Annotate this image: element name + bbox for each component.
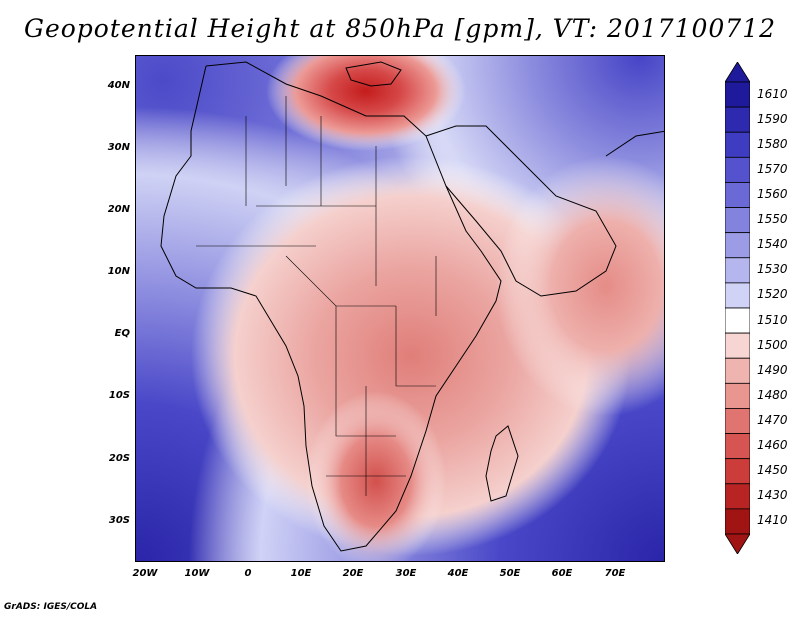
- country-borders: [196, 96, 437, 496]
- colorbar-label: 1610: [757, 86, 788, 101]
- y-tick-label: 10S: [108, 390, 130, 401]
- colorbar-label: 1590: [757, 111, 788, 126]
- map-title: Geopotential Height at 850hPa [gpm], VT:…: [23, 14, 777, 43]
- colorbar-swatch: [725, 458, 750, 485]
- colorbar-swatch: [725, 433, 750, 460]
- colorbar-label: 1460: [757, 438, 788, 453]
- x-tick-label: 20W: [132, 568, 158, 579]
- x-tick-label: 50E: [499, 568, 521, 579]
- colorbar-swatch: [725, 357, 750, 384]
- x-tick-label: 70E: [604, 568, 626, 579]
- colorbar-label: 1520: [757, 287, 788, 302]
- colorbar-swatch: [725, 508, 750, 535]
- colorbar-label: 1570: [757, 161, 788, 176]
- colorbar-label: 1510: [757, 312, 788, 327]
- map-plot-area: [135, 55, 665, 562]
- y-tick-label: 10N: [107, 266, 130, 277]
- colorbar-swatch: [725, 131, 750, 158]
- colorbar-bottom-arrow: [725, 533, 750, 554]
- colorbar-label: 1480: [757, 387, 788, 402]
- x-tick-label: 30E: [395, 568, 417, 579]
- y-tick-label: EQ: [114, 328, 130, 339]
- colorbar-label: 1490: [757, 362, 788, 377]
- colorbar-label: 1550: [757, 212, 788, 227]
- colorbar-swatch: [725, 408, 750, 434]
- x-tick-label: 0: [244, 568, 252, 579]
- colorbar-swatch: [725, 106, 750, 133]
- colorbar-swatch: [725, 282, 750, 309]
- coastline-outline: [160, 61, 664, 552]
- colorbar-label: 1580: [757, 136, 788, 151]
- credit-text: GrADS: IGES/COLA: [4, 602, 98, 612]
- colorbar-label: 1430: [757, 488, 788, 503]
- colorbar-label: 1410: [757, 513, 788, 528]
- y-tick-label: 20N: [107, 204, 130, 215]
- geopotential-field: [136, 56, 664, 561]
- colorbar: [725, 62, 750, 554]
- x-tick-label: 10W: [184, 568, 210, 579]
- colorbar-swatch: [725, 257, 750, 284]
- colorbar-swatch: [725, 332, 750, 359]
- colorbar-label: 1470: [757, 413, 788, 427]
- y-tick-label: 20S: [108, 453, 130, 464]
- colorbar-label: 1540: [757, 237, 788, 252]
- colorbar-swatch: [725, 182, 750, 208]
- colorbar-swatch: [725, 207, 750, 234]
- colorbar-swatch: [725, 81, 750, 108]
- colorbar-top-arrow: [725, 62, 750, 83]
- y-tick-label: 40N: [107, 80, 130, 91]
- x-tick-label: 40E: [447, 568, 469, 579]
- colorbar-label: 1560: [757, 187, 788, 201]
- x-tick-label: 10E: [290, 568, 312, 579]
- x-tick-label: 60E: [551, 568, 573, 579]
- colorbar-swatch: [725, 156, 750, 183]
- colorbar-swatch: [725, 382, 750, 409]
- colorbar-swatch: [725, 307, 750, 334]
- colorbar-label: 1530: [757, 262, 788, 277]
- colorbar-label: 1500: [757, 337, 788, 352]
- colorbar-label: 1450: [757, 463, 788, 478]
- y-tick-label: 30N: [107, 142, 130, 153]
- colorbar-swatch: [725, 483, 750, 510]
- y-tick-label: 30S: [108, 515, 130, 526]
- colorbar-swatch: [725, 232, 750, 259]
- x-tick-label: 20E: [342, 568, 364, 579]
